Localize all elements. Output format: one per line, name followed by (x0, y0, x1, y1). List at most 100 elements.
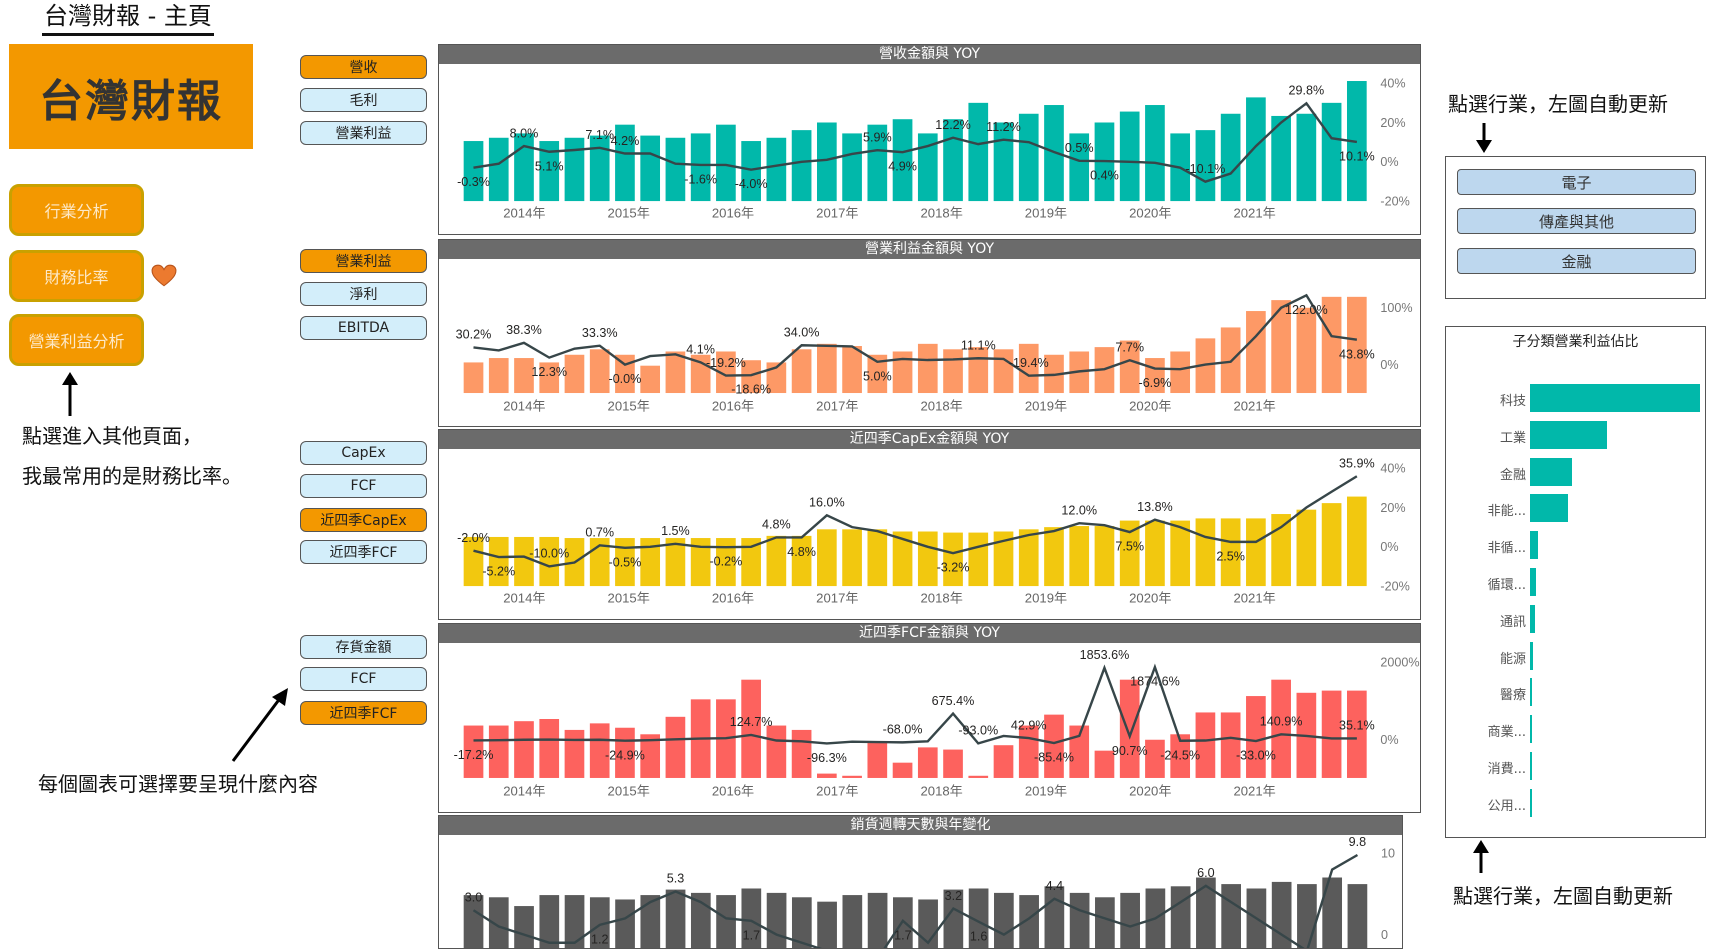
share-row[interactable]: 非循... (1446, 531, 1704, 560)
bar[interactable] (867, 354, 888, 394)
bar[interactable] (488, 358, 509, 394)
bar[interactable] (665, 351, 686, 394)
bar[interactable] (539, 895, 560, 949)
bar[interactable] (1271, 300, 1291, 394)
bar[interactable] (1271, 115, 1291, 202)
bar[interactable] (842, 775, 862, 778)
bar[interactable] (1321, 503, 1342, 587)
bar[interactable] (943, 889, 964, 949)
metric-selector-2-2[interactable]: 近四季CapEx (300, 508, 427, 532)
bar[interactable] (816, 529, 837, 587)
metric-selector-0-0[interactable]: 營收 (300, 55, 427, 79)
share-bar[interactable] (1530, 457, 1572, 486)
bar[interactable] (1119, 340, 1140, 394)
share-row[interactable]: 商業... (1446, 715, 1704, 744)
share-bar[interactable] (1530, 531, 1538, 560)
bar[interactable] (867, 124, 888, 202)
share-row[interactable]: 循環... (1446, 568, 1704, 596)
bar[interactable] (640, 734, 661, 778)
bar[interactable] (867, 892, 888, 949)
metric-selector-2-1[interactable]: FCF (300, 474, 427, 498)
bar[interactable] (690, 133, 711, 202)
share-row[interactable]: 金融 (1446, 457, 1704, 486)
bar[interactable] (842, 529, 862, 587)
share-row[interactable]: 能源 (1446, 641, 1704, 670)
bar[interactable] (564, 137, 585, 202)
bar[interactable] (488, 137, 509, 202)
share-bar[interactable] (1530, 420, 1607, 449)
bar[interactable] (1246, 97, 1266, 202)
bar[interactable] (615, 899, 635, 949)
bar[interactable] (791, 897, 812, 949)
bar[interactable] (615, 124, 635, 202)
bar[interactable] (716, 895, 736, 949)
bar[interactable] (463, 362, 484, 394)
bar[interactable] (1145, 105, 1165, 202)
bar[interactable] (1220, 113, 1241, 202)
bar[interactable] (993, 122, 1014, 202)
bar[interactable] (741, 360, 761, 394)
bar[interactable] (943, 532, 963, 587)
bar[interactable] (690, 538, 711, 587)
bar[interactable] (867, 743, 888, 778)
bar[interactable] (1195, 712, 1216, 778)
share-row[interactable]: 科技 (1446, 384, 1704, 412)
share-row[interactable]: 公用... (1446, 788, 1704, 817)
bar[interactable] (564, 354, 585, 394)
bar[interactable] (514, 536, 534, 587)
bar[interactable] (539, 536, 560, 587)
bar[interactable] (539, 362, 560, 394)
bar[interactable] (514, 721, 534, 778)
bar[interactable] (817, 901, 837, 949)
bar[interactable] (892, 531, 913, 587)
bar[interactable] (640, 895, 661, 949)
industry-finance[interactable]: 金融 (1457, 248, 1696, 274)
bar[interactable] (791, 130, 812, 202)
bar[interactable] (766, 535, 787, 587)
share-bar[interactable] (1530, 788, 1533, 817)
bar[interactable] (589, 897, 610, 949)
industry-traditional-other[interactable]: 傳產與其他 (1457, 208, 1696, 234)
bar[interactable] (1044, 886, 1065, 949)
bar[interactable] (1246, 696, 1266, 778)
nav-operating-profit-analysis[interactable]: 營業利益分析 (9, 314, 144, 366)
bar[interactable] (539, 141, 560, 202)
share-row[interactable]: 工業 (1446, 420, 1704, 449)
bar[interactable] (1119, 111, 1140, 202)
bar[interactable] (1296, 307, 1317, 394)
bar[interactable] (842, 346, 862, 394)
bar[interactable] (741, 679, 761, 778)
bar[interactable] (589, 349, 610, 394)
bar[interactable] (1271, 514, 1291, 587)
bar[interactable] (1095, 897, 1115, 949)
bar[interactable] (1220, 712, 1241, 778)
bar[interactable] (968, 102, 989, 202)
bar[interactable] (1145, 739, 1165, 778)
bar[interactable] (640, 365, 661, 394)
bar[interactable] (1145, 520, 1165, 587)
bar[interactable] (1346, 296, 1367, 394)
bar[interactable] (1170, 351, 1191, 394)
metric-selector-2-0[interactable]: CapEx (300, 441, 427, 465)
nav-financial-ratios[interactable]: 財務比率 (9, 250, 144, 302)
metric-selector-0-1[interactable]: 毛利 (300, 88, 427, 112)
share-bar[interactable] (1530, 641, 1534, 670)
bar[interactable] (1069, 526, 1090, 587)
bar[interactable] (1018, 113, 1039, 202)
share-bar[interactable] (1530, 568, 1537, 596)
bar[interactable] (1246, 518, 1266, 587)
bar[interactable] (1321, 296, 1342, 394)
share-bar[interactable] (1530, 384, 1700, 412)
bar[interactable] (816, 773, 837, 778)
bar[interactable] (564, 895, 585, 949)
bar[interactable] (463, 141, 484, 202)
bar[interactable] (1069, 725, 1090, 778)
bar[interactable] (968, 775, 989, 778)
bar[interactable] (943, 349, 963, 394)
bar[interactable] (488, 536, 509, 587)
bar[interactable] (993, 531, 1014, 587)
bar[interactable] (917, 747, 938, 778)
share-row[interactable]: 通訊 (1446, 604, 1704, 633)
metric-selector-1-0[interactable]: 營業利益 (300, 249, 427, 273)
bar[interactable] (1246, 311, 1266, 394)
